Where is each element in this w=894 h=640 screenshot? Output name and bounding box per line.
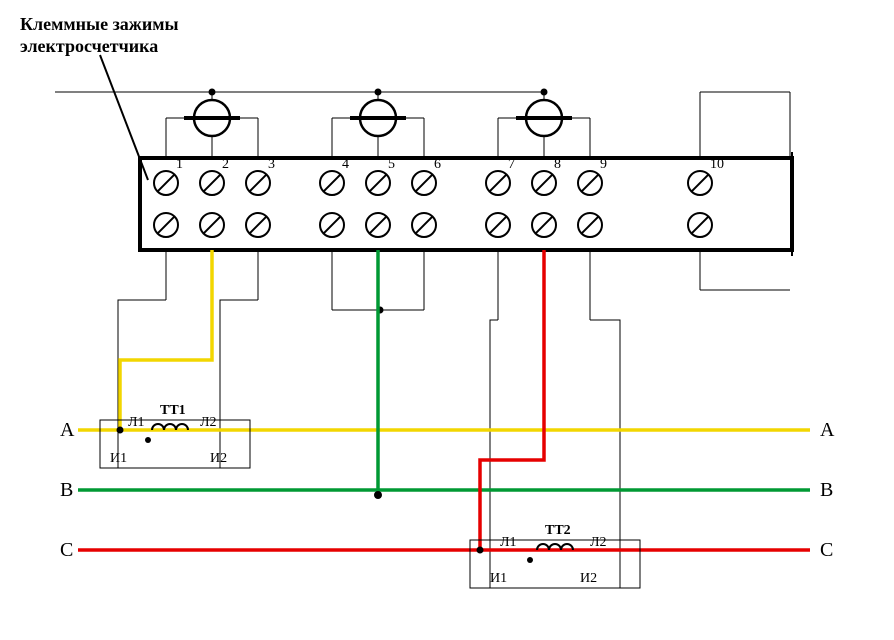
- svg-text:A: A: [60, 419, 75, 441]
- svg-text:C: C: [60, 539, 73, 561]
- svg-text:2: 2: [222, 157, 229, 172]
- svg-text:A: A: [820, 419, 835, 441]
- svg-text:C: C: [820, 539, 833, 561]
- wiring-diagram: 1 2 3 4 5 6 7 8 9 10 Клеммные зажимыэлектросчетчик…: [0, 0, 894, 640]
- title-line2: электросчетчика: [20, 36, 158, 56]
- svg-text:И2: И2: [210, 451, 227, 466]
- svg-text:И2: И2: [580, 571, 597, 586]
- svg-text:Л2: Л2: [590, 535, 607, 550]
- svg-text:7: 7: [508, 157, 515, 172]
- svg-text:1: 1: [176, 157, 183, 172]
- svg-text:И1: И1: [110, 451, 127, 466]
- svg-text:9: 9: [600, 157, 607, 172]
- svg-text:Л1: Л1: [128, 415, 145, 430]
- svg-text:5: 5: [388, 157, 395, 172]
- svg-text:10: 10: [710, 157, 724, 172]
- svg-text:B: B: [820, 479, 833, 501]
- svg-text:Л1: Л1: [500, 535, 517, 550]
- svg-text:Л2: Л2: [200, 415, 217, 430]
- svg-text:ТТ1: ТТ1: [160, 403, 186, 418]
- svg-text:6: 6: [434, 157, 441, 172]
- svg-text:3: 3: [268, 157, 275, 172]
- svg-text:4: 4: [342, 157, 349, 172]
- svg-text:8: 8: [554, 157, 561, 172]
- svg-text:B: B: [60, 479, 73, 501]
- svg-text:ТТ2: ТТ2: [545, 523, 571, 538]
- title-line1: Клеммные зажимы: [20, 14, 179, 34]
- svg-text:И1: И1: [490, 571, 507, 586]
